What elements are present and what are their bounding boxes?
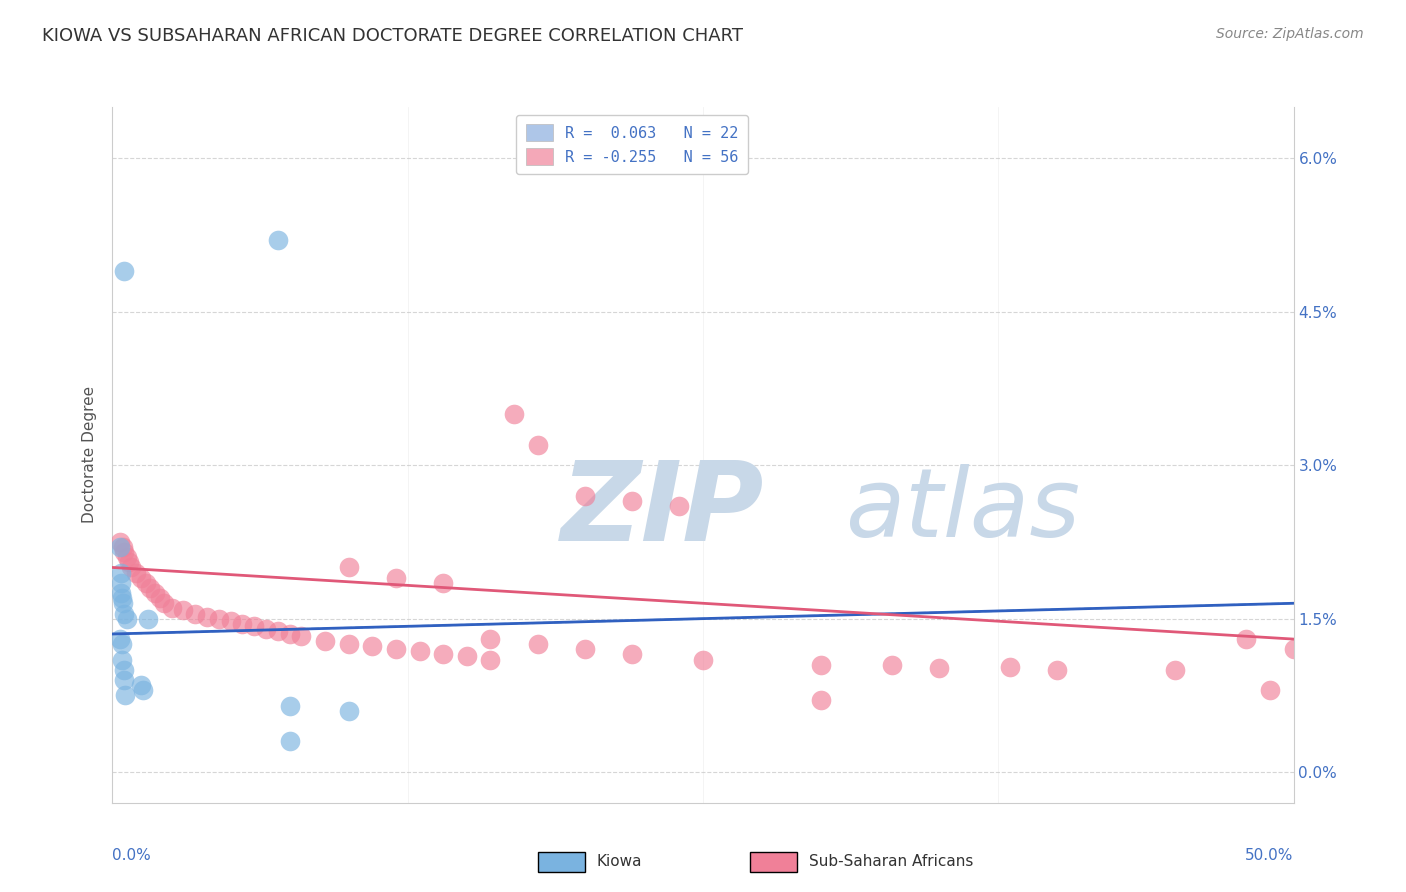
Point: [385, 642, 408, 657]
Text: Source: ZipAtlas.com: Source: ZipAtlas.com: [1216, 27, 1364, 41]
Point: [1282, 642, 1305, 657]
Point: [456, 649, 478, 664]
Legend: R =  0.063   N = 22, R = -0.255   N = 56: R = 0.063 N = 22, R = -0.255 N = 56: [516, 115, 748, 175]
Point: [208, 612, 231, 626]
Point: [408, 644, 430, 658]
Point: [621, 648, 644, 662]
Point: [432, 648, 454, 662]
Point: [290, 629, 312, 643]
Point: [132, 683, 155, 698]
Point: [526, 637, 548, 651]
Point: [108, 540, 131, 554]
FancyBboxPatch shape: [751, 852, 797, 872]
Point: [110, 575, 132, 590]
Text: atlas: atlas: [845, 464, 1080, 558]
Point: [278, 734, 301, 748]
Point: [574, 489, 596, 503]
Text: 0.0%: 0.0%: [112, 848, 152, 863]
Point: [112, 264, 135, 278]
Point: [110, 586, 132, 600]
Point: [880, 657, 903, 672]
Point: [120, 560, 142, 574]
Point: [337, 637, 360, 651]
Point: [621, 494, 644, 508]
Point: [1046, 663, 1069, 677]
Point: [278, 627, 301, 641]
Point: [129, 571, 152, 585]
FancyBboxPatch shape: [537, 852, 585, 872]
Point: [136, 612, 159, 626]
Point: [118, 555, 141, 569]
Point: [267, 624, 290, 638]
Point: [115, 550, 138, 565]
Point: [114, 689, 136, 703]
Text: KIOWA VS SUBSAHARAN AFRICAN DOCTORATE DEGREE CORRELATION CHART: KIOWA VS SUBSAHARAN AFRICAN DOCTORATE DE…: [42, 27, 744, 45]
Point: [243, 619, 266, 633]
Point: [108, 534, 131, 549]
Point: [337, 704, 360, 718]
Point: [111, 652, 134, 666]
Point: [692, 652, 714, 666]
Text: ZIP: ZIP: [561, 457, 765, 564]
Y-axis label: Doctorate Degree: Doctorate Degree: [82, 386, 97, 524]
Point: [337, 560, 360, 574]
Point: [112, 663, 135, 677]
Point: [219, 614, 242, 628]
Point: [526, 438, 548, 452]
Point: [149, 591, 172, 606]
Point: [1234, 632, 1257, 646]
Point: [361, 639, 384, 653]
Point: [195, 609, 218, 624]
Point: [125, 566, 148, 580]
Point: [184, 607, 207, 621]
Point: [112, 545, 135, 559]
Point: [810, 693, 832, 707]
Point: [112, 607, 135, 621]
Point: [278, 698, 301, 713]
Point: [112, 596, 135, 610]
Point: [314, 634, 336, 648]
Point: [115, 612, 138, 626]
Point: [668, 499, 690, 513]
Point: [231, 616, 253, 631]
Point: [574, 642, 596, 657]
Point: [112, 673, 135, 687]
Point: [503, 407, 526, 421]
Point: [479, 632, 502, 646]
Point: [108, 632, 131, 646]
Point: [479, 652, 502, 666]
Point: [110, 566, 132, 580]
Point: [254, 622, 277, 636]
Point: [432, 575, 454, 590]
Point: [928, 661, 950, 675]
Text: 50.0%: 50.0%: [1246, 848, 1294, 863]
Point: [1258, 683, 1281, 698]
Point: [267, 233, 290, 247]
Text: Kiowa: Kiowa: [596, 855, 643, 870]
Point: [112, 540, 135, 554]
Point: [153, 596, 176, 610]
Point: [160, 601, 183, 615]
Point: [172, 603, 194, 617]
Point: [111, 637, 134, 651]
Point: [135, 575, 157, 590]
Point: [139, 581, 162, 595]
Point: [810, 657, 832, 672]
Point: [998, 659, 1021, 673]
Point: [1164, 663, 1187, 677]
Point: [111, 591, 134, 606]
Text: Sub-Saharan Africans: Sub-Saharan Africans: [810, 855, 974, 870]
Point: [143, 586, 166, 600]
Point: [385, 571, 408, 585]
Point: [129, 678, 152, 692]
